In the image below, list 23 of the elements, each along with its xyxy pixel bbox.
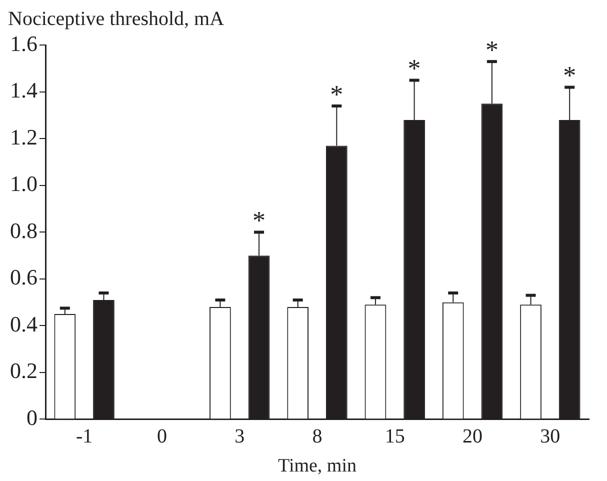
x-tick-label: 15 [384,425,405,448]
annotation: * [252,206,266,236]
y-tick-label: 0.4 [10,311,38,336]
x-tick-label: 8 [312,425,322,448]
y-axis-title: Nociceptive threshold, mA [8,8,226,30]
annotation: * [563,61,576,90]
x-tick-label: 3 [234,425,245,448]
x-tick-label: -1 [76,425,93,448]
y-tick-label: 0.2 [10,358,38,384]
y-tick-label: 0 [26,404,38,430]
x-tick-label: 0 [156,425,167,448]
annotation: * [408,54,421,84]
y-tick-label: 0.8 [10,218,38,243]
y-tick-label: 1.0 [10,171,38,196]
x-tick-label: 30 [540,425,560,448]
y-tick-label: 0.6 [10,264,38,290]
y-tick-label: 1.4 [10,78,38,103]
annotation: * [485,35,498,64]
x-axis-title: Time, min [278,456,357,477]
x-tick-label: 20 [462,425,483,448]
y-tick-label: 1.2 [10,124,38,150]
annotation: * [330,80,344,109]
y-tick-label: 1.6 [10,30,38,56]
